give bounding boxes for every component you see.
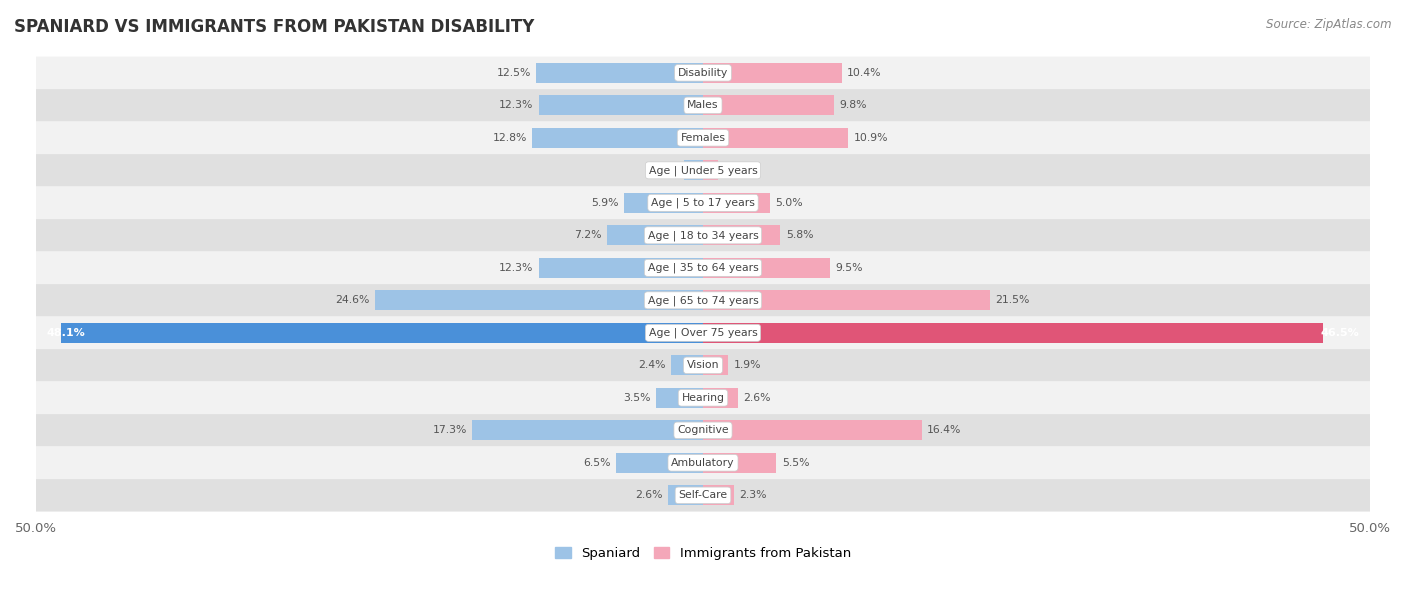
Text: 24.6%: 24.6%	[335, 296, 370, 305]
Text: 9.5%: 9.5%	[835, 263, 862, 273]
Text: 12.8%: 12.8%	[492, 133, 527, 143]
Text: 10.9%: 10.9%	[853, 133, 889, 143]
FancyBboxPatch shape	[37, 154, 1369, 187]
Bar	[703, 453, 776, 473]
FancyBboxPatch shape	[37, 89, 1369, 122]
Bar	[607, 225, 703, 245]
Text: 1.1%: 1.1%	[723, 165, 751, 176]
Text: 2.3%: 2.3%	[740, 490, 766, 501]
Bar	[536, 63, 703, 83]
FancyBboxPatch shape	[37, 349, 1369, 381]
Text: 12.3%: 12.3%	[499, 263, 534, 273]
Text: 1.9%: 1.9%	[734, 360, 761, 370]
FancyBboxPatch shape	[37, 284, 1369, 316]
Text: Ambulatory: Ambulatory	[671, 458, 735, 468]
FancyBboxPatch shape	[37, 252, 1369, 284]
Text: 48.1%: 48.1%	[46, 328, 86, 338]
Text: Self-Care: Self-Care	[679, 490, 727, 501]
Bar	[538, 95, 703, 116]
Bar	[703, 485, 734, 506]
Text: Age | 35 to 64 years: Age | 35 to 64 years	[648, 263, 758, 273]
Text: Disability: Disability	[678, 68, 728, 78]
Bar	[703, 420, 922, 441]
Bar	[624, 193, 703, 213]
Text: 5.8%: 5.8%	[786, 230, 813, 241]
Bar	[62, 323, 703, 343]
Text: 2.4%: 2.4%	[638, 360, 665, 370]
Bar	[472, 420, 703, 441]
Text: 16.4%: 16.4%	[927, 425, 962, 435]
Text: Age | Over 75 years: Age | Over 75 years	[648, 327, 758, 338]
Bar	[703, 63, 842, 83]
Bar	[703, 128, 848, 148]
Bar	[703, 160, 717, 181]
Bar	[703, 355, 728, 375]
Bar	[668, 485, 703, 506]
Text: 12.5%: 12.5%	[496, 68, 531, 78]
Text: Males: Males	[688, 100, 718, 110]
FancyBboxPatch shape	[37, 316, 1369, 349]
FancyBboxPatch shape	[37, 414, 1369, 447]
Bar	[657, 388, 703, 408]
Text: 5.9%: 5.9%	[592, 198, 619, 208]
FancyBboxPatch shape	[37, 479, 1369, 512]
Bar	[703, 388, 738, 408]
Text: Age | 18 to 34 years: Age | 18 to 34 years	[648, 230, 758, 241]
Text: Cognitive: Cognitive	[678, 425, 728, 435]
Bar	[538, 258, 703, 278]
Text: 5.0%: 5.0%	[775, 198, 803, 208]
Text: 5.5%: 5.5%	[782, 458, 810, 468]
Bar	[533, 128, 703, 148]
Text: Hearing: Hearing	[682, 393, 724, 403]
Text: Age | Under 5 years: Age | Under 5 years	[648, 165, 758, 176]
Text: 3.5%: 3.5%	[623, 393, 651, 403]
FancyBboxPatch shape	[37, 187, 1369, 219]
FancyBboxPatch shape	[37, 381, 1369, 414]
Bar	[703, 225, 780, 245]
Text: Source: ZipAtlas.com: Source: ZipAtlas.com	[1267, 18, 1392, 31]
Bar	[375, 290, 703, 310]
FancyBboxPatch shape	[37, 122, 1369, 154]
FancyBboxPatch shape	[37, 56, 1369, 89]
Text: 46.5%: 46.5%	[1320, 328, 1360, 338]
Bar	[703, 258, 830, 278]
Bar	[616, 453, 703, 473]
Text: 12.3%: 12.3%	[499, 100, 534, 110]
Text: Age | 5 to 17 years: Age | 5 to 17 years	[651, 198, 755, 208]
Text: Vision: Vision	[686, 360, 720, 370]
Text: SPANIARD VS IMMIGRANTS FROM PAKISTAN DISABILITY: SPANIARD VS IMMIGRANTS FROM PAKISTAN DIS…	[14, 18, 534, 36]
Text: 21.5%: 21.5%	[995, 296, 1029, 305]
Legend: Spaniard, Immigrants from Pakistan: Spaniard, Immigrants from Pakistan	[550, 542, 856, 565]
Text: Age | 65 to 74 years: Age | 65 to 74 years	[648, 295, 758, 305]
Bar	[703, 95, 834, 116]
Text: 9.8%: 9.8%	[839, 100, 866, 110]
Bar	[703, 193, 769, 213]
Text: 7.2%: 7.2%	[574, 230, 602, 241]
Text: 2.6%: 2.6%	[742, 393, 770, 403]
Text: 2.6%: 2.6%	[636, 490, 664, 501]
Bar	[685, 160, 703, 181]
Bar	[703, 323, 1323, 343]
Text: 17.3%: 17.3%	[433, 425, 467, 435]
Bar	[671, 355, 703, 375]
FancyBboxPatch shape	[37, 219, 1369, 252]
Text: Females: Females	[681, 133, 725, 143]
Bar	[703, 290, 990, 310]
Text: 10.4%: 10.4%	[846, 68, 882, 78]
FancyBboxPatch shape	[37, 447, 1369, 479]
Text: 6.5%: 6.5%	[583, 458, 612, 468]
Text: 1.4%: 1.4%	[651, 165, 679, 176]
